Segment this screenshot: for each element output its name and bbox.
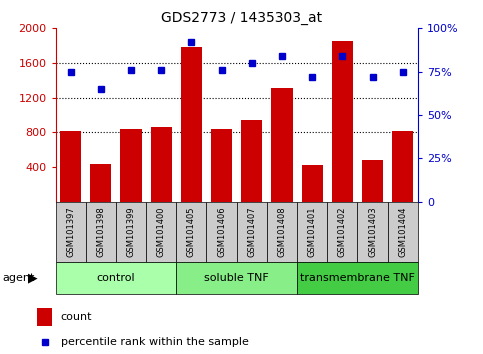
Bar (116, 202, 146, 262)
Text: GSM101400: GSM101400 (156, 207, 166, 257)
Bar (241, 120, 262, 202)
Text: GSM101406: GSM101406 (217, 206, 226, 257)
Text: GSM101408: GSM101408 (277, 206, 286, 257)
Bar (120, 129, 142, 202)
Text: GSM101397: GSM101397 (66, 206, 75, 257)
Text: GSM101405: GSM101405 (187, 207, 196, 257)
Text: count: count (61, 312, 92, 322)
Text: GDS2773 / 1435303_at: GDS2773 / 1435303_at (161, 11, 322, 25)
Bar (362, 160, 383, 202)
Text: soluble TNF: soluble TNF (204, 273, 269, 283)
Bar (297, 202, 327, 262)
Text: GSM101398: GSM101398 (96, 206, 105, 257)
Bar (357, 202, 388, 262)
Bar (207, 202, 237, 262)
Bar (176, 262, 297, 294)
Text: control: control (97, 273, 135, 283)
Bar (146, 202, 176, 262)
Bar (301, 165, 323, 202)
Bar (176, 202, 207, 262)
Text: transmembrane TNF: transmembrane TNF (300, 273, 415, 283)
Bar (267, 202, 297, 262)
Bar (60, 131, 81, 202)
Bar (211, 129, 232, 202)
Bar (392, 131, 413, 202)
Text: percentile rank within the sample: percentile rank within the sample (61, 337, 249, 347)
Bar (181, 47, 202, 202)
Bar (327, 202, 357, 262)
Text: GSM101401: GSM101401 (308, 207, 317, 257)
Bar (90, 165, 112, 202)
Bar (56, 202, 86, 262)
Text: ▶: ▶ (28, 272, 38, 284)
Bar (332, 41, 353, 202)
Text: GSM101403: GSM101403 (368, 206, 377, 257)
Bar (38, 308, 52, 326)
Bar (56, 262, 176, 294)
Text: agent: agent (2, 273, 35, 283)
Text: GSM101402: GSM101402 (338, 207, 347, 257)
Bar (151, 127, 172, 202)
Bar (271, 88, 293, 202)
Bar (297, 262, 418, 294)
Bar (237, 202, 267, 262)
Bar (86, 202, 116, 262)
Text: GSM101404: GSM101404 (398, 207, 407, 257)
Text: GSM101399: GSM101399 (127, 206, 136, 257)
Bar (388, 202, 418, 262)
Text: GSM101407: GSM101407 (247, 206, 256, 257)
